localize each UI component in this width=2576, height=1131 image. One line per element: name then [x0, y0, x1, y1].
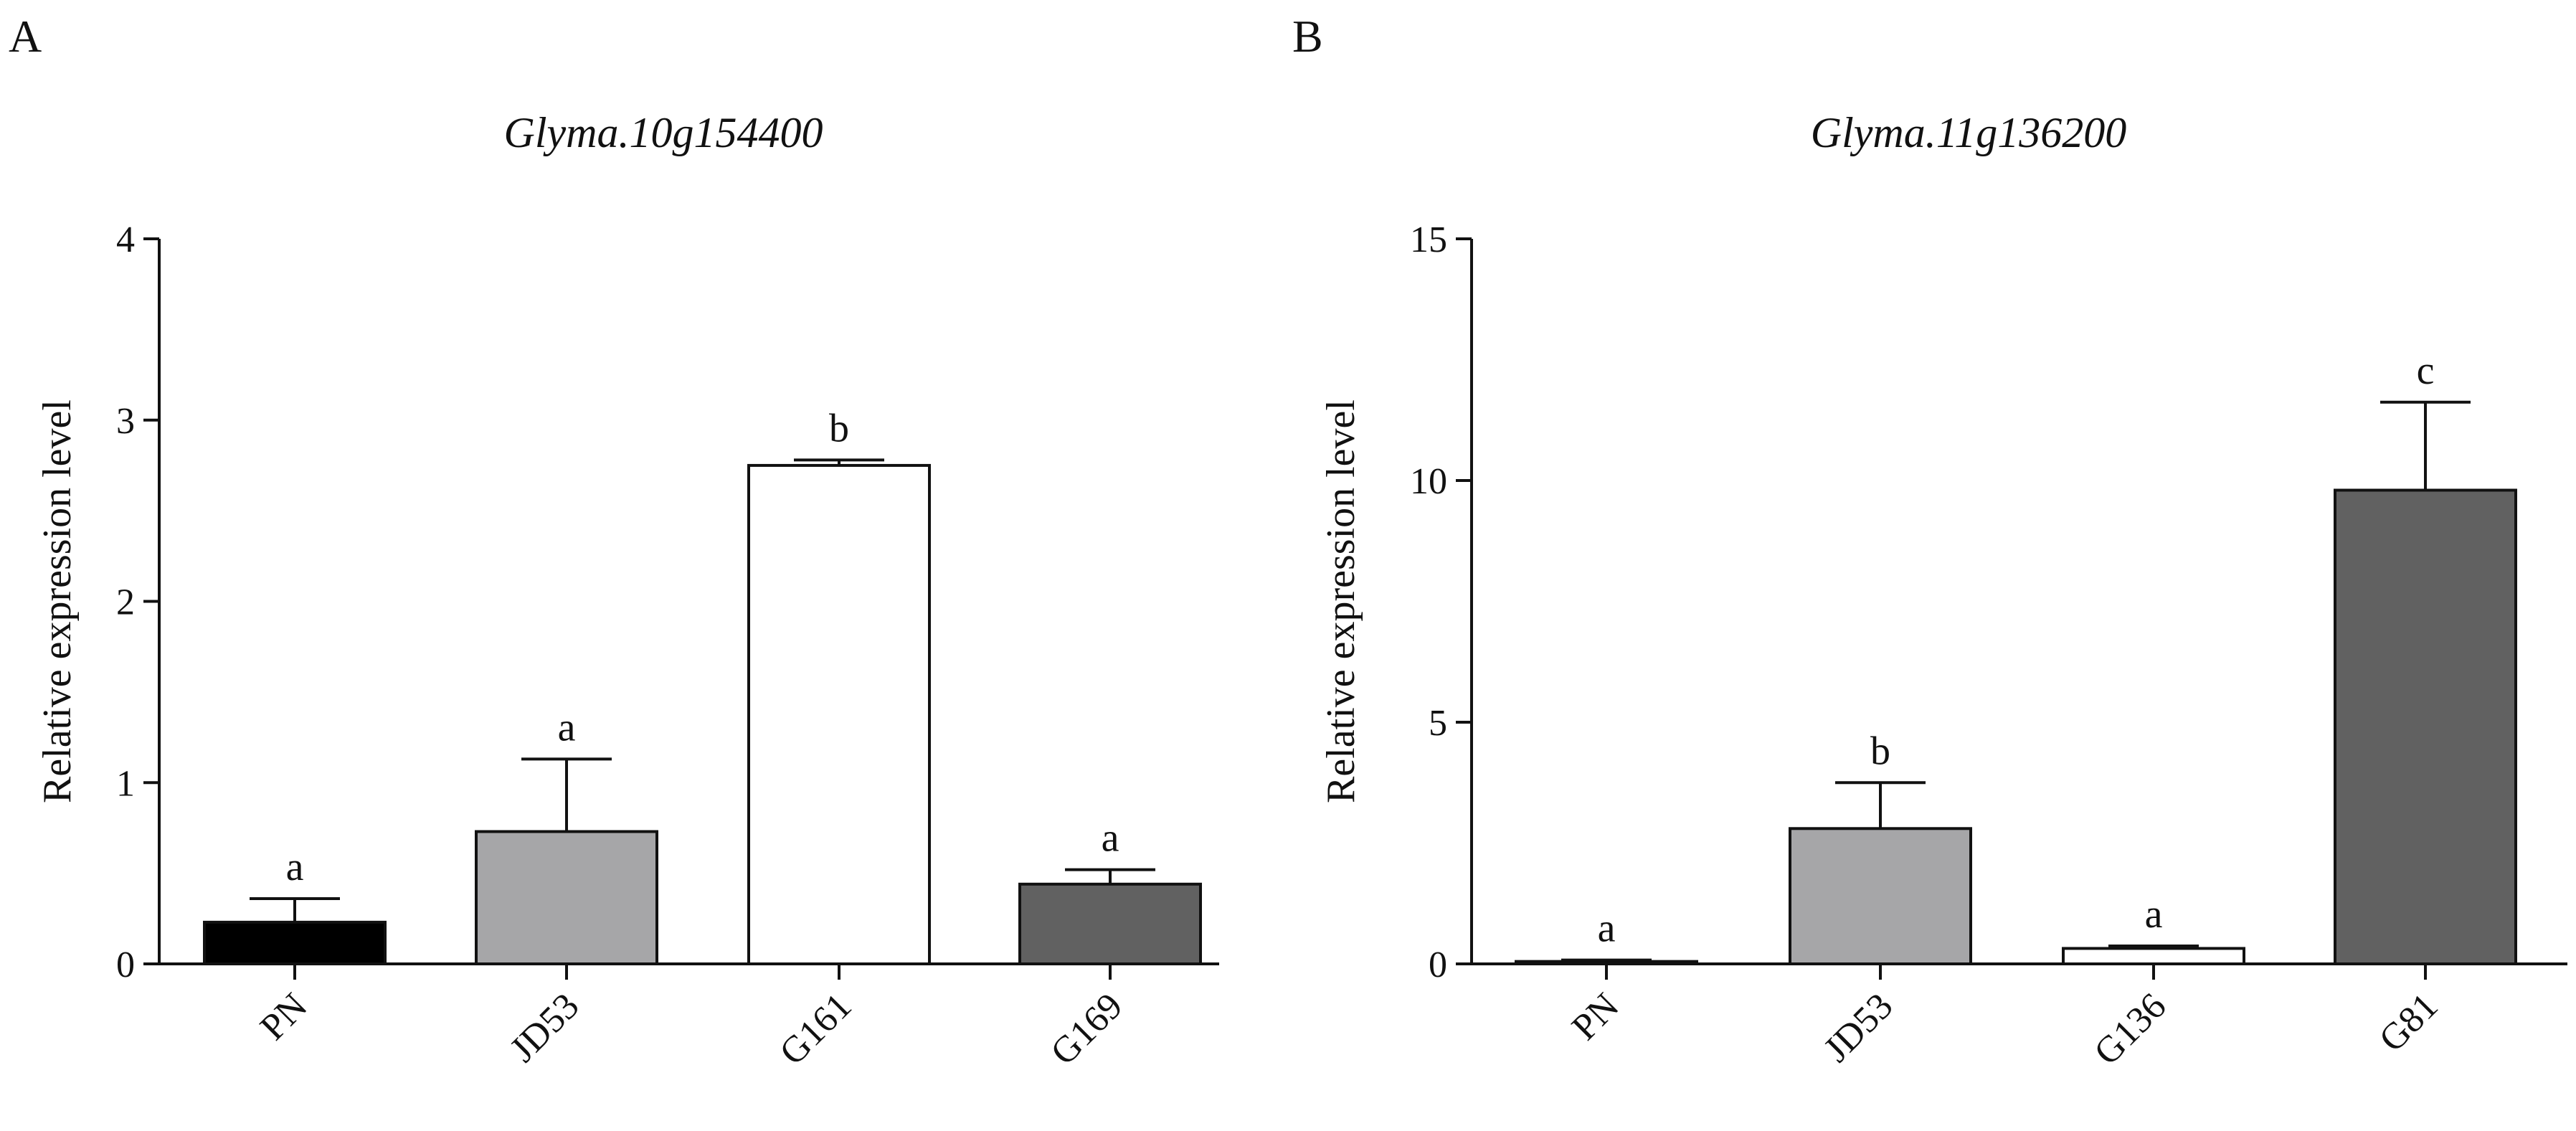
bar-jd53 — [475, 830, 658, 966]
category-label: JD53 — [1817, 985, 1901, 1070]
significance-label: b — [1870, 729, 1890, 773]
category-label: G169 — [1043, 985, 1130, 1073]
category-label: G136 — [2086, 985, 2174, 1073]
chart-title: Glyma.10g154400 — [504, 109, 823, 156]
bar-pn — [1515, 960, 1698, 966]
bar-pn — [203, 920, 387, 966]
y-tick-label: 15 — [1410, 219, 1447, 260]
category-label: PN — [252, 985, 315, 1048]
significance-label: b — [829, 406, 849, 450]
panel-letter: A — [9, 11, 42, 62]
bar-g136 — [2062, 947, 2245, 966]
y-tick-label: 3 — [116, 401, 135, 442]
category-label: G161 — [772, 985, 859, 1073]
bar-g169 — [1018, 882, 1202, 966]
chart-title: Glyma.11g136200 — [1811, 109, 2127, 156]
y-axis-label: Relative expression level — [35, 399, 80, 803]
bar-jd53 — [1789, 827, 1972, 966]
bar-g81 — [2334, 488, 2517, 965]
chart-panel-b: B Glyma.11g136200 0 5 10 15 Relative expressio… — [1292, 11, 2567, 1073]
significance-label: a — [1102, 816, 1119, 861]
y-tick-label: 0 — [116, 945, 135, 985]
significance-label: a — [2145, 892, 2163, 937]
category-label: JD53 — [503, 985, 587, 1070]
significance-label: c — [2417, 349, 2435, 393]
panel-letter: B — [1292, 11, 1323, 62]
bar-g161 — [747, 463, 931, 965]
y-tick-label: 5 — [1429, 703, 1447, 744]
y-tick-label: 1 — [116, 763, 135, 804]
category-label: G81 — [2372, 985, 2446, 1060]
y-tick-label: 10 — [1410, 461, 1447, 502]
y-tick-label: 4 — [116, 219, 135, 260]
y-tick-label: 2 — [116, 582, 135, 623]
significance-label: a — [1598, 907, 1616, 951]
category-label: PN — [1564, 985, 1626, 1048]
chart-panel-a: A Glyma.10g154400 0 1 2 3 4 Relative expression… — [9, 11, 1219, 1073]
significance-label: a — [558, 705, 576, 749]
y-axis-label: Relative expression level — [1319, 399, 1363, 803]
y-tick-label: 0 — [1429, 945, 1447, 985]
significance-label: a — [286, 845, 304, 889]
